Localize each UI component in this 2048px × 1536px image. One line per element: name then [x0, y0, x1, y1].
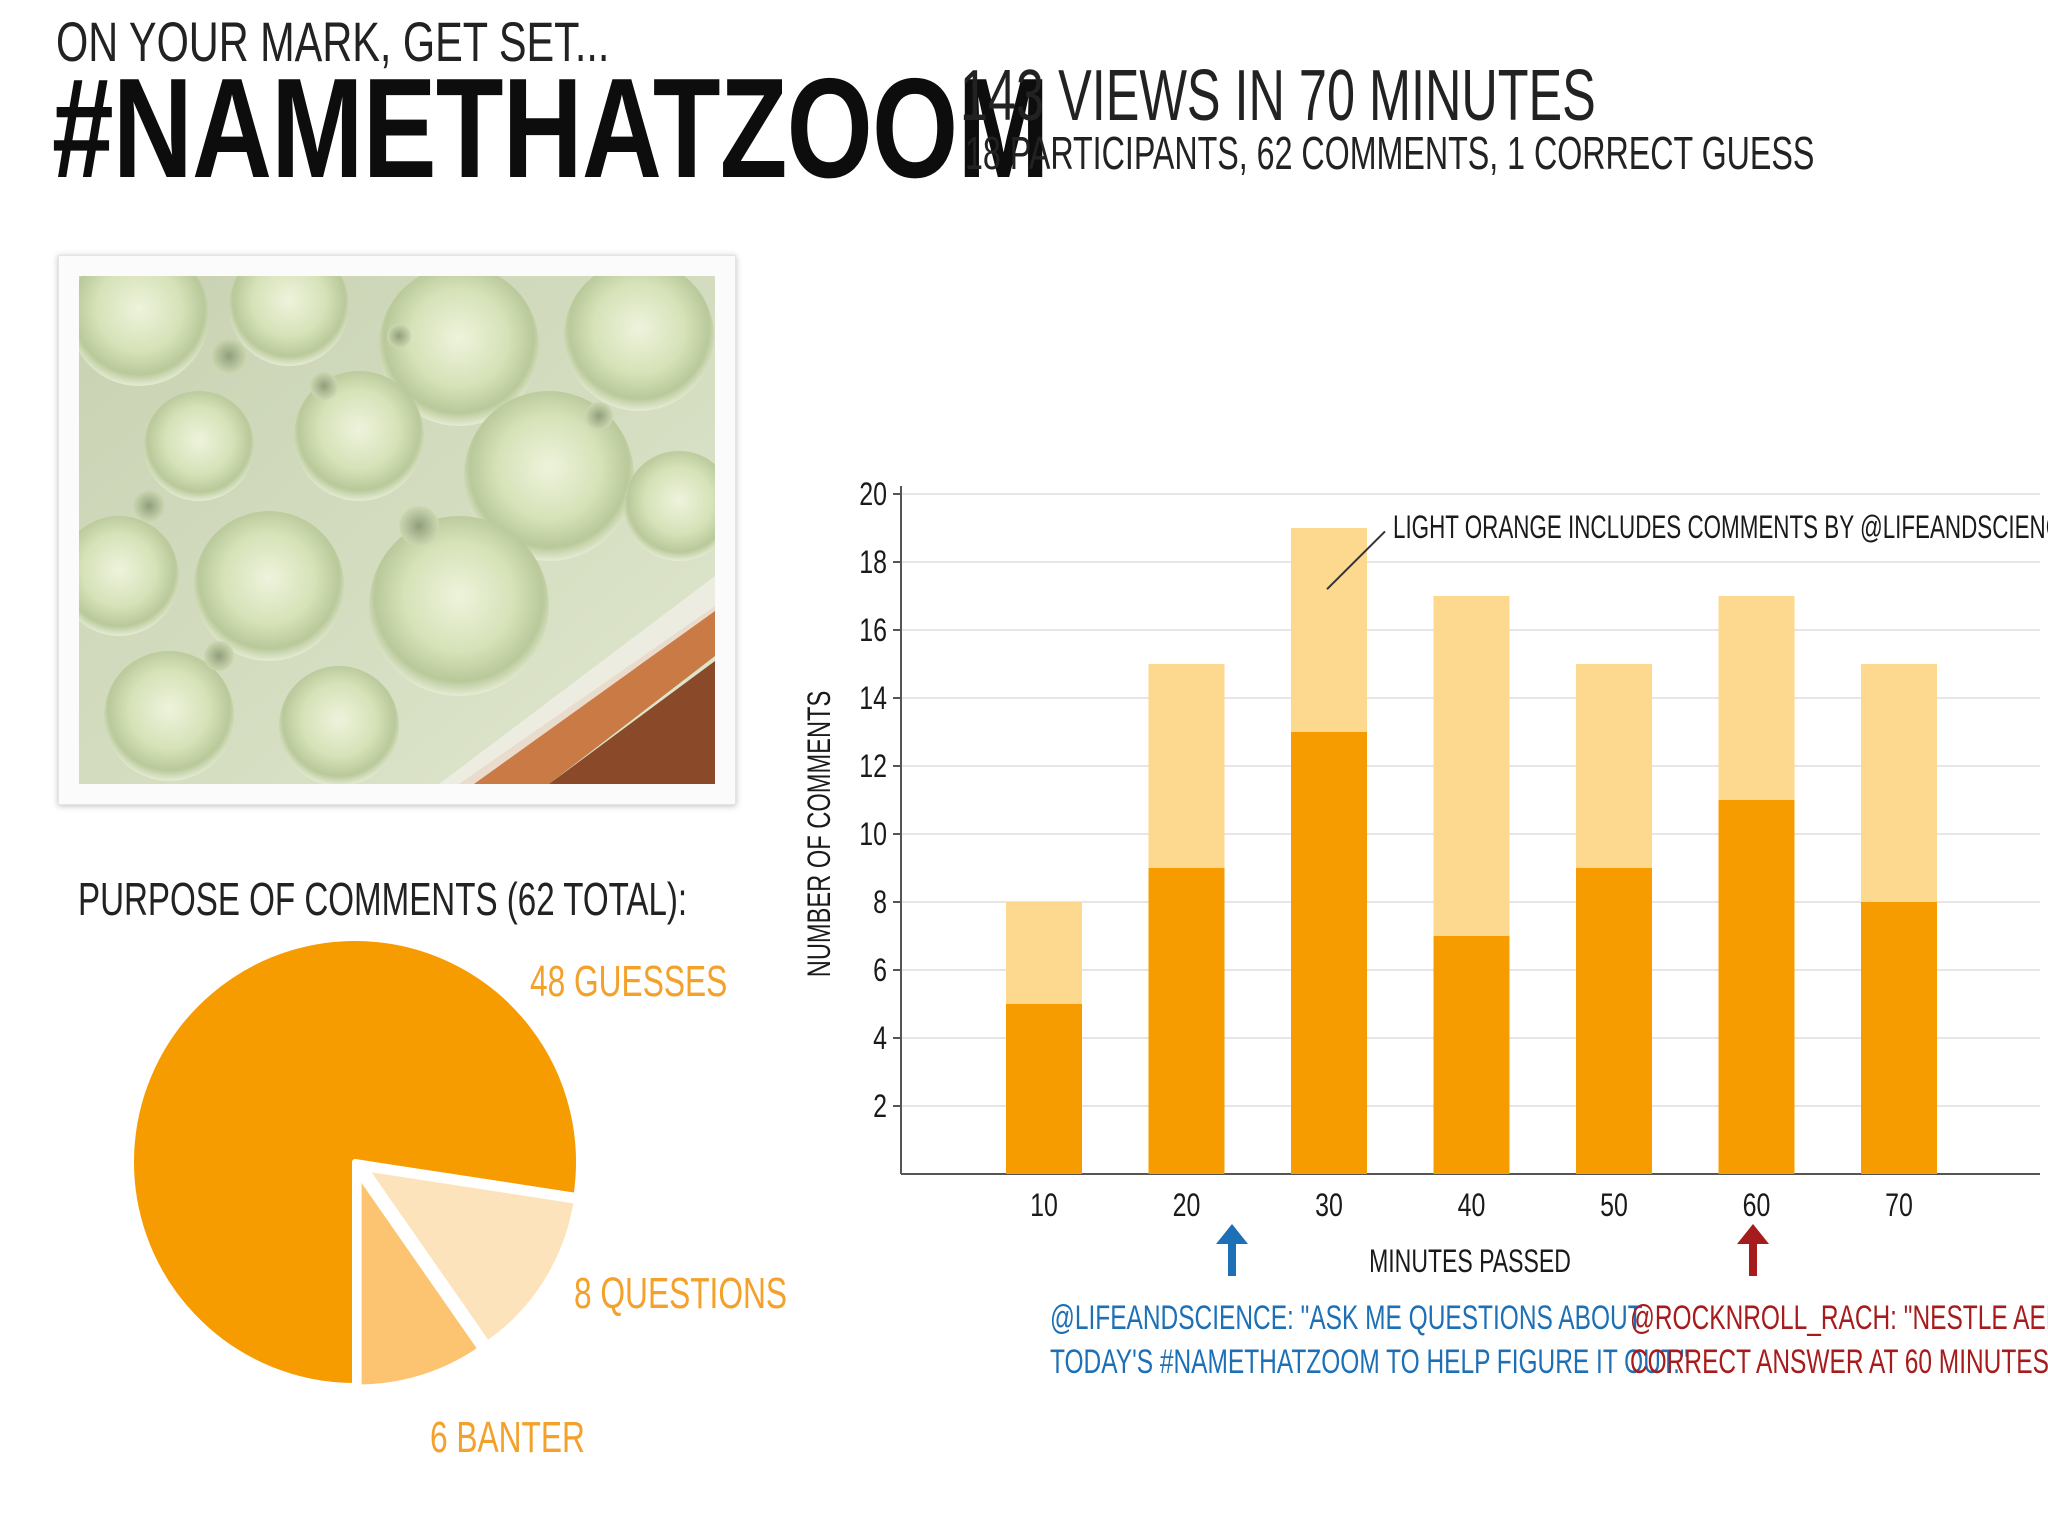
x-tick-label-20: 20 [1173, 1188, 1201, 1224]
x-tick-label-70: 70 [1885, 1188, 1913, 1224]
y-tick-label-2: 2 [873, 1089, 887, 1125]
bar-lifeandscience-10 [1006, 902, 1082, 1004]
bar-lifeandscience-60 [1718, 596, 1795, 800]
pie-label-banter: 6 BANTER [430, 1413, 585, 1462]
bar-base-60 [1718, 800, 1795, 1174]
pie-slice-banter [355, 1170, 484, 1391]
bar-base-10 [1006, 1004, 1082, 1174]
pie-slice-questions [362, 1165, 580, 1347]
bar-lifeandscience-40 [1433, 596, 1510, 936]
annotation-leader-line [1326, 530, 1386, 590]
lifeandscience-line1: @LIFEANDSCIENCE: "ASK ME QUESTIONS ABOUT [1050, 1299, 1643, 1337]
y-tick-label-10: 10 [859, 817, 887, 853]
bar-lifeandscience-70 [1861, 664, 1937, 902]
bar-base-50 [1576, 868, 1652, 1174]
y-tick-label-18: 18 [859, 545, 887, 581]
x-tick-label-60: 60 [1743, 1188, 1771, 1224]
zoomed-photo-icon [79, 276, 715, 784]
correct-answer-line2: CORRECT ANSWER AT 60 MINUTES [1630, 1343, 2048, 1382]
headline: #NAMETHATZOOM [52, 49, 1050, 208]
x-tick-label-50: 50 [1600, 1188, 1628, 1224]
participants-summary: 18 PARTICIPANTS, 62 COMMENTS, 1 CORRECT … [965, 127, 1815, 179]
correct-answer-annotation: @ROCKNROLL_RACH: "NESTLE AERO" CORRECT A… [1630, 1296, 2048, 1384]
bar-lifeandscience-50 [1576, 664, 1652, 868]
y-tick-label-4: 4 [873, 1021, 887, 1057]
pie-slice-guesses [128, 935, 582, 1389]
red-arrow-icon [1737, 1224, 1769, 1276]
y-tick-label-8: 8 [873, 885, 887, 921]
bar-base-30 [1291, 732, 1367, 1174]
bar-base-70 [1861, 902, 1937, 1174]
x-axis-title: MINUTES PASSED [1369, 1243, 1571, 1279]
kicker-text: ON YOUR MARK, GET SET... [56, 10, 610, 73]
chart-annotation: LIGHT ORANGE INCLUDES COMMENTS BY @LIFEA… [1393, 509, 2048, 545]
y-tick-label-12: 12 [859, 749, 887, 785]
bar-chart: 2 4 6 8 10 12 14 16 18 20 10 20 30 40 50 60 70 NUMBER OF … [802, 477, 2048, 1279]
pie-label-questions: 8 QUESTIONS [574, 1269, 788, 1318]
y-axis-title: NUMBER OF COMMENTS [802, 691, 837, 978]
correct-answer-line1: @ROCKNROLL_RACH: "NESTLE AERO" [1630, 1299, 2048, 1337]
bar-base-40 [1433, 936, 1510, 1174]
photo-frame [58, 255, 736, 805]
x-tick-label-30: 30 [1315, 1188, 1343, 1224]
bar-base-20 [1148, 868, 1225, 1174]
pie-label-guesses: 48 GUESSES [530, 957, 728, 1006]
y-tick-label-16: 16 [859, 613, 887, 649]
lifeandscience-line2: TODAY'S #NAMETHATZOOM TO HELP FIGURE IT … [1050, 1343, 1689, 1382]
views-summary: 143 VIEWS IN 70 MINUTES [960, 56, 1596, 136]
lifeandscience-annotation: @LIFEANDSCIENCE: "ASK ME QUESTIONS ABOUT… [1050, 1296, 1689, 1384]
y-tick-label-6: 6 [873, 953, 887, 989]
pie-chart [128, 935, 582, 1391]
bar-lifeandscience-20 [1148, 664, 1225, 868]
y-tick-label-20: 20 [859, 477, 887, 513]
blue-arrow-icon [1216, 1224, 1248, 1276]
pie-title: PURPOSE OF COMMENTS (62 TOTAL): [78, 873, 688, 925]
bar-lifeandscience-30 [1291, 528, 1367, 732]
x-tick-label-40: 40 [1458, 1188, 1486, 1224]
y-tick-label-14: 14 [859, 681, 887, 717]
x-tick-label-10: 10 [1030, 1188, 1058, 1224]
